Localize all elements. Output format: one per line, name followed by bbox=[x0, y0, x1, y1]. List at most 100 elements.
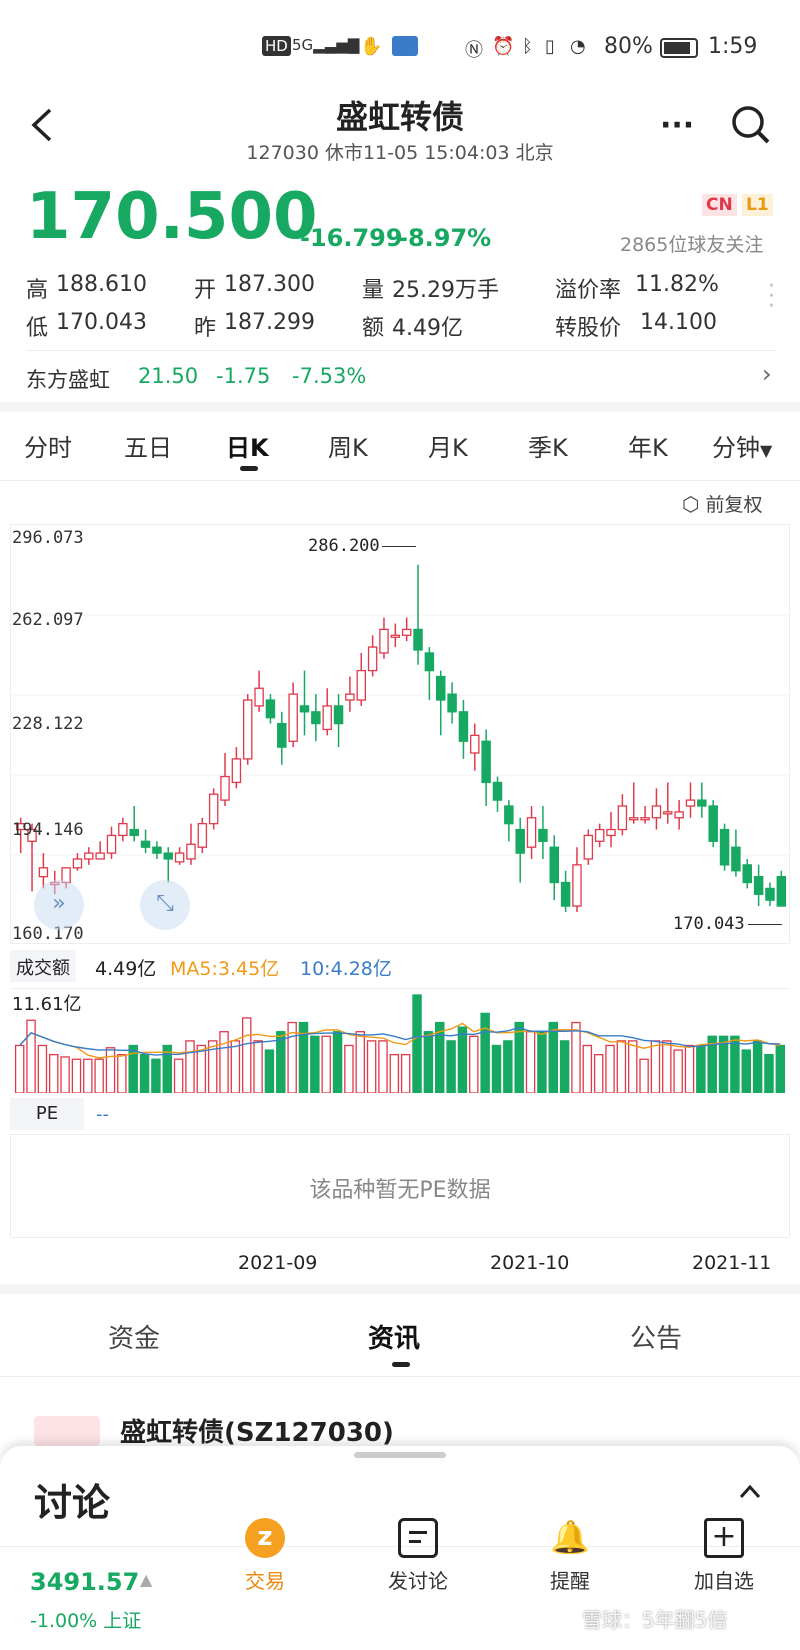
premium-label: 溢价率 bbox=[555, 278, 622, 303]
volume-bar bbox=[457, 1026, 468, 1094]
tab-news[interactable]: 资讯 bbox=[368, 1324, 421, 1354]
candle bbox=[697, 782, 707, 818]
candle bbox=[163, 847, 174, 883]
tab-five-day[interactable]: 五日 bbox=[124, 434, 172, 462]
more-button[interactable]: ··· bbox=[660, 108, 695, 143]
candle bbox=[38, 853, 49, 889]
candle bbox=[265, 694, 276, 724]
fullscreen-button[interactable]: ⤡ bbox=[140, 880, 190, 930]
alarm-icon: ⏰ bbox=[492, 36, 515, 57]
candle bbox=[288, 682, 298, 748]
candle bbox=[776, 870, 787, 907]
tab-minute[interactable]: 分钟▼ bbox=[712, 434, 773, 462]
volume-ma10: 10:4.28亿 bbox=[300, 958, 392, 980]
candle bbox=[186, 823, 196, 865]
volume-bar bbox=[582, 1044, 593, 1094]
candle bbox=[242, 694, 253, 765]
candle bbox=[118, 817, 128, 842]
volume-ma5: MA5:3.45亿 bbox=[170, 958, 280, 980]
nav-trade[interactable]: 交易 bbox=[245, 1569, 285, 1593]
news-thumbnail[interactable] bbox=[34, 1416, 100, 1446]
sheet-handle[interactable] bbox=[354, 1452, 446, 1458]
candle bbox=[345, 676, 355, 712]
comment-icon bbox=[398, 1518, 438, 1558]
volume-bar bbox=[139, 1053, 150, 1094]
candle bbox=[84, 847, 94, 865]
tab-indicator bbox=[240, 466, 258, 471]
candle bbox=[231, 747, 242, 789]
related-change: -1.75 bbox=[216, 364, 271, 388]
page-subtitle: 127030 休市11-05 15:04:03 北京 bbox=[246, 142, 554, 164]
volume-bar bbox=[400, 1053, 411, 1094]
search-button[interactable] bbox=[730, 104, 772, 150]
volume-bar bbox=[230, 1040, 241, 1094]
tab-announcements[interactable]: 公告 bbox=[630, 1324, 683, 1354]
l1-badge: L1 bbox=[742, 194, 773, 216]
volume-bar bbox=[117, 1053, 127, 1094]
tab-week-k[interactable]: 周K bbox=[328, 434, 368, 462]
back-button[interactable] bbox=[22, 100, 62, 150]
volume-label: 量 bbox=[362, 278, 385, 303]
battery-percent: 80% bbox=[604, 34, 653, 59]
volume-legend-label[interactable]: 成交额 bbox=[10, 950, 76, 982]
nav-post[interactable]: 发讨论 bbox=[388, 1569, 448, 1593]
nav-watchlist[interactable]: 加自选 bbox=[694, 1569, 754, 1593]
volume-bar bbox=[366, 1040, 377, 1094]
related-stock-row[interactable]: 东方盛虹 21.50 -1.75 -7.53% › bbox=[0, 356, 800, 402]
pe-label[interactable]: PE bbox=[10, 1098, 84, 1130]
candle bbox=[663, 782, 673, 824]
tab-quarter-k[interactable]: 季K bbox=[528, 434, 568, 462]
tab-timeshare[interactable]: 分时 bbox=[24, 434, 72, 462]
candle bbox=[640, 805, 650, 824]
volume-bar bbox=[83, 1058, 93, 1094]
collapse-button[interactable] bbox=[738, 1482, 762, 1506]
chevron-right-icon: › bbox=[762, 360, 772, 388]
candle bbox=[753, 864, 764, 907]
candle bbox=[390, 623, 401, 648]
tab-funds[interactable]: 资金 bbox=[108, 1324, 161, 1354]
volume-bar bbox=[14, 1044, 25, 1094]
tab-month-k[interactable]: 月K bbox=[428, 434, 468, 462]
volume-bar bbox=[71, 1058, 82, 1094]
dropdown-arrow-icon: ▼ bbox=[760, 441, 773, 460]
candle bbox=[95, 841, 105, 860]
adjust-toggle[interactable]: ⬡ 前复权 bbox=[682, 492, 763, 516]
nav-alert[interactable]: 提醒 bbox=[550, 1569, 590, 1593]
candle bbox=[424, 647, 435, 701]
volume-bar bbox=[730, 1035, 740, 1094]
candle bbox=[220, 753, 230, 806]
related-change-pct: -7.53% bbox=[292, 364, 367, 388]
volume-bar bbox=[752, 1040, 763, 1094]
tab-day-k[interactable]: 日K bbox=[226, 434, 269, 462]
candle bbox=[708, 800, 718, 848]
volume-bar bbox=[639, 1058, 649, 1094]
triangle-icon: ▲ bbox=[140, 1570, 153, 1589]
candle bbox=[560, 870, 571, 912]
tab-year-k[interactable]: 年K bbox=[628, 434, 668, 462]
volume-bar bbox=[673, 1049, 683, 1094]
candle bbox=[208, 788, 219, 830]
volume-bar bbox=[321, 1035, 331, 1094]
clock: 1:59 bbox=[708, 34, 758, 59]
expand-right-button[interactable]: » bbox=[34, 880, 84, 930]
candle bbox=[27, 823, 37, 892]
candle bbox=[538, 805, 548, 859]
premium-value: 11.82% bbox=[635, 272, 719, 297]
candle bbox=[174, 847, 185, 865]
candle bbox=[731, 829, 741, 877]
volume-bar bbox=[378, 1040, 388, 1094]
volume-bar bbox=[696, 1044, 706, 1094]
kline-chart-area[interactable] bbox=[10, 524, 791, 944]
volume-bar bbox=[503, 1040, 513, 1094]
last-price: 170.500 bbox=[26, 180, 318, 254]
more-dots-icon[interactable]: · · · bbox=[768, 274, 775, 319]
candle bbox=[470, 723, 480, 771]
volume-bar bbox=[627, 1040, 638, 1094]
double-chevron-right-icon: » bbox=[52, 891, 66, 916]
search-icon bbox=[732, 106, 770, 144]
index-value[interactable]: 3491.57 bbox=[30, 1568, 140, 1596]
news-title[interactable]: 盛虹转债(SZ127030) bbox=[120, 1418, 394, 1448]
hand-icon: ✋ bbox=[360, 36, 383, 57]
conversion-price-label: 转股价 bbox=[555, 316, 622, 341]
page-title: 盛虹转债 bbox=[335, 98, 464, 136]
